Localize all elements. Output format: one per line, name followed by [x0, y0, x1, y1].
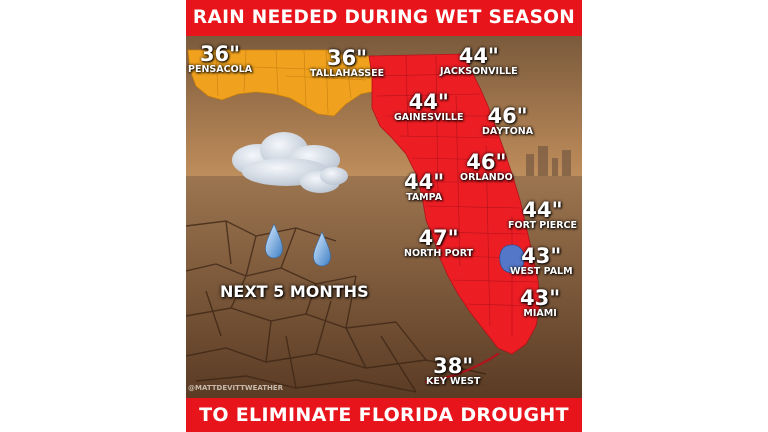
- peninsula-county-lines: [371, 55, 539, 336]
- city-name: MIAMI: [523, 308, 557, 319]
- watermark: @MATTDEVITTWEATHER: [188, 384, 284, 392]
- city-name: FORT PIERCE: [508, 220, 578, 231]
- city-north-port: 47" NORTH PORT: [404, 226, 474, 260]
- rain-value: 44": [458, 44, 499, 68]
- rain-value: 46": [487, 104, 528, 128]
- florida-keys: [424, 352, 500, 384]
- rain-value: 44": [404, 170, 445, 194]
- rain-value: 47": [418, 226, 459, 250]
- raindrop-left: [265, 223, 283, 259]
- city-name: PENSACOLA: [188, 64, 253, 75]
- lake-okeechobee: [499, 244, 525, 274]
- city-orlando: 46" ORLANDO: [460, 150, 513, 184]
- city-name: NORTH PORT: [404, 248, 474, 259]
- city-jacksonville: 44" JACKSONVILLE: [440, 44, 518, 78]
- raindrop-right: [313, 231, 331, 267]
- city-tallahassee: 36" TALLAHASSEE: [310, 46, 385, 80]
- rain-value: 36": [199, 42, 241, 66]
- rain-value: 43": [521, 244, 562, 268]
- city-west-palm: 43" WEST PALM: [510, 244, 573, 278]
- panhandle-county-lines: [215, 49, 367, 115]
- rain-value: 46": [466, 150, 507, 174]
- footer-banner: TO ELIMINATE FLORIDA DROUGHT: [186, 398, 582, 432]
- city-name: GAINESVILLE: [394, 112, 464, 123]
- city-name: KEY WEST: [426, 376, 481, 387]
- city-pensacola: 36" PENSACOLA: [188, 42, 253, 76]
- rain-value: 44": [408, 90, 449, 114]
- city-name: JACKSONVILLE: [440, 66, 518, 77]
- skyline: [526, 146, 571, 176]
- rain-cloud: [232, 132, 348, 193]
- city-name: DAYTONA: [482, 126, 534, 137]
- city-key-west: 38" KEY WEST: [426, 354, 481, 388]
- rain-value: 36": [326, 46, 368, 70]
- timeframe-label: NEXT 5 MONTHS: [220, 282, 369, 301]
- city-fort-pierce: 44" FORT PIERCE: [508, 198, 578, 232]
- rain-value: 38": [433, 354, 474, 378]
- city-name: WEST PALM: [510, 266, 573, 277]
- city-tampa: 44" TAMPA: [404, 170, 445, 204]
- rain-value: 43": [520, 286, 561, 310]
- ground-cracks: [186, 220, 487, 393]
- city-daytona: 46" DAYTONA: [482, 104, 534, 138]
- city-name: TAMPA: [406, 192, 443, 203]
- title-banner: RAIN NEEDED DURING WET SEASON: [186, 0, 582, 36]
- city-name: TALLAHASSEE: [310, 68, 385, 79]
- peninsula-region: [368, 53, 541, 355]
- city-name: ORLANDO: [460, 172, 513, 183]
- rain-value: 44": [522, 198, 563, 222]
- city-gainesville: 44" GAINESVILLE: [394, 90, 464, 124]
- map-scene: 36" PENSACOLA 36" TALLAHASSEE 44" JACKSO…: [186, 36, 582, 398]
- background-and-map: [186, 36, 582, 398]
- infographic: RAIN NEEDED DURING WET SEASON: [186, 0, 582, 432]
- city-miami: 43" MIAMI: [520, 286, 561, 320]
